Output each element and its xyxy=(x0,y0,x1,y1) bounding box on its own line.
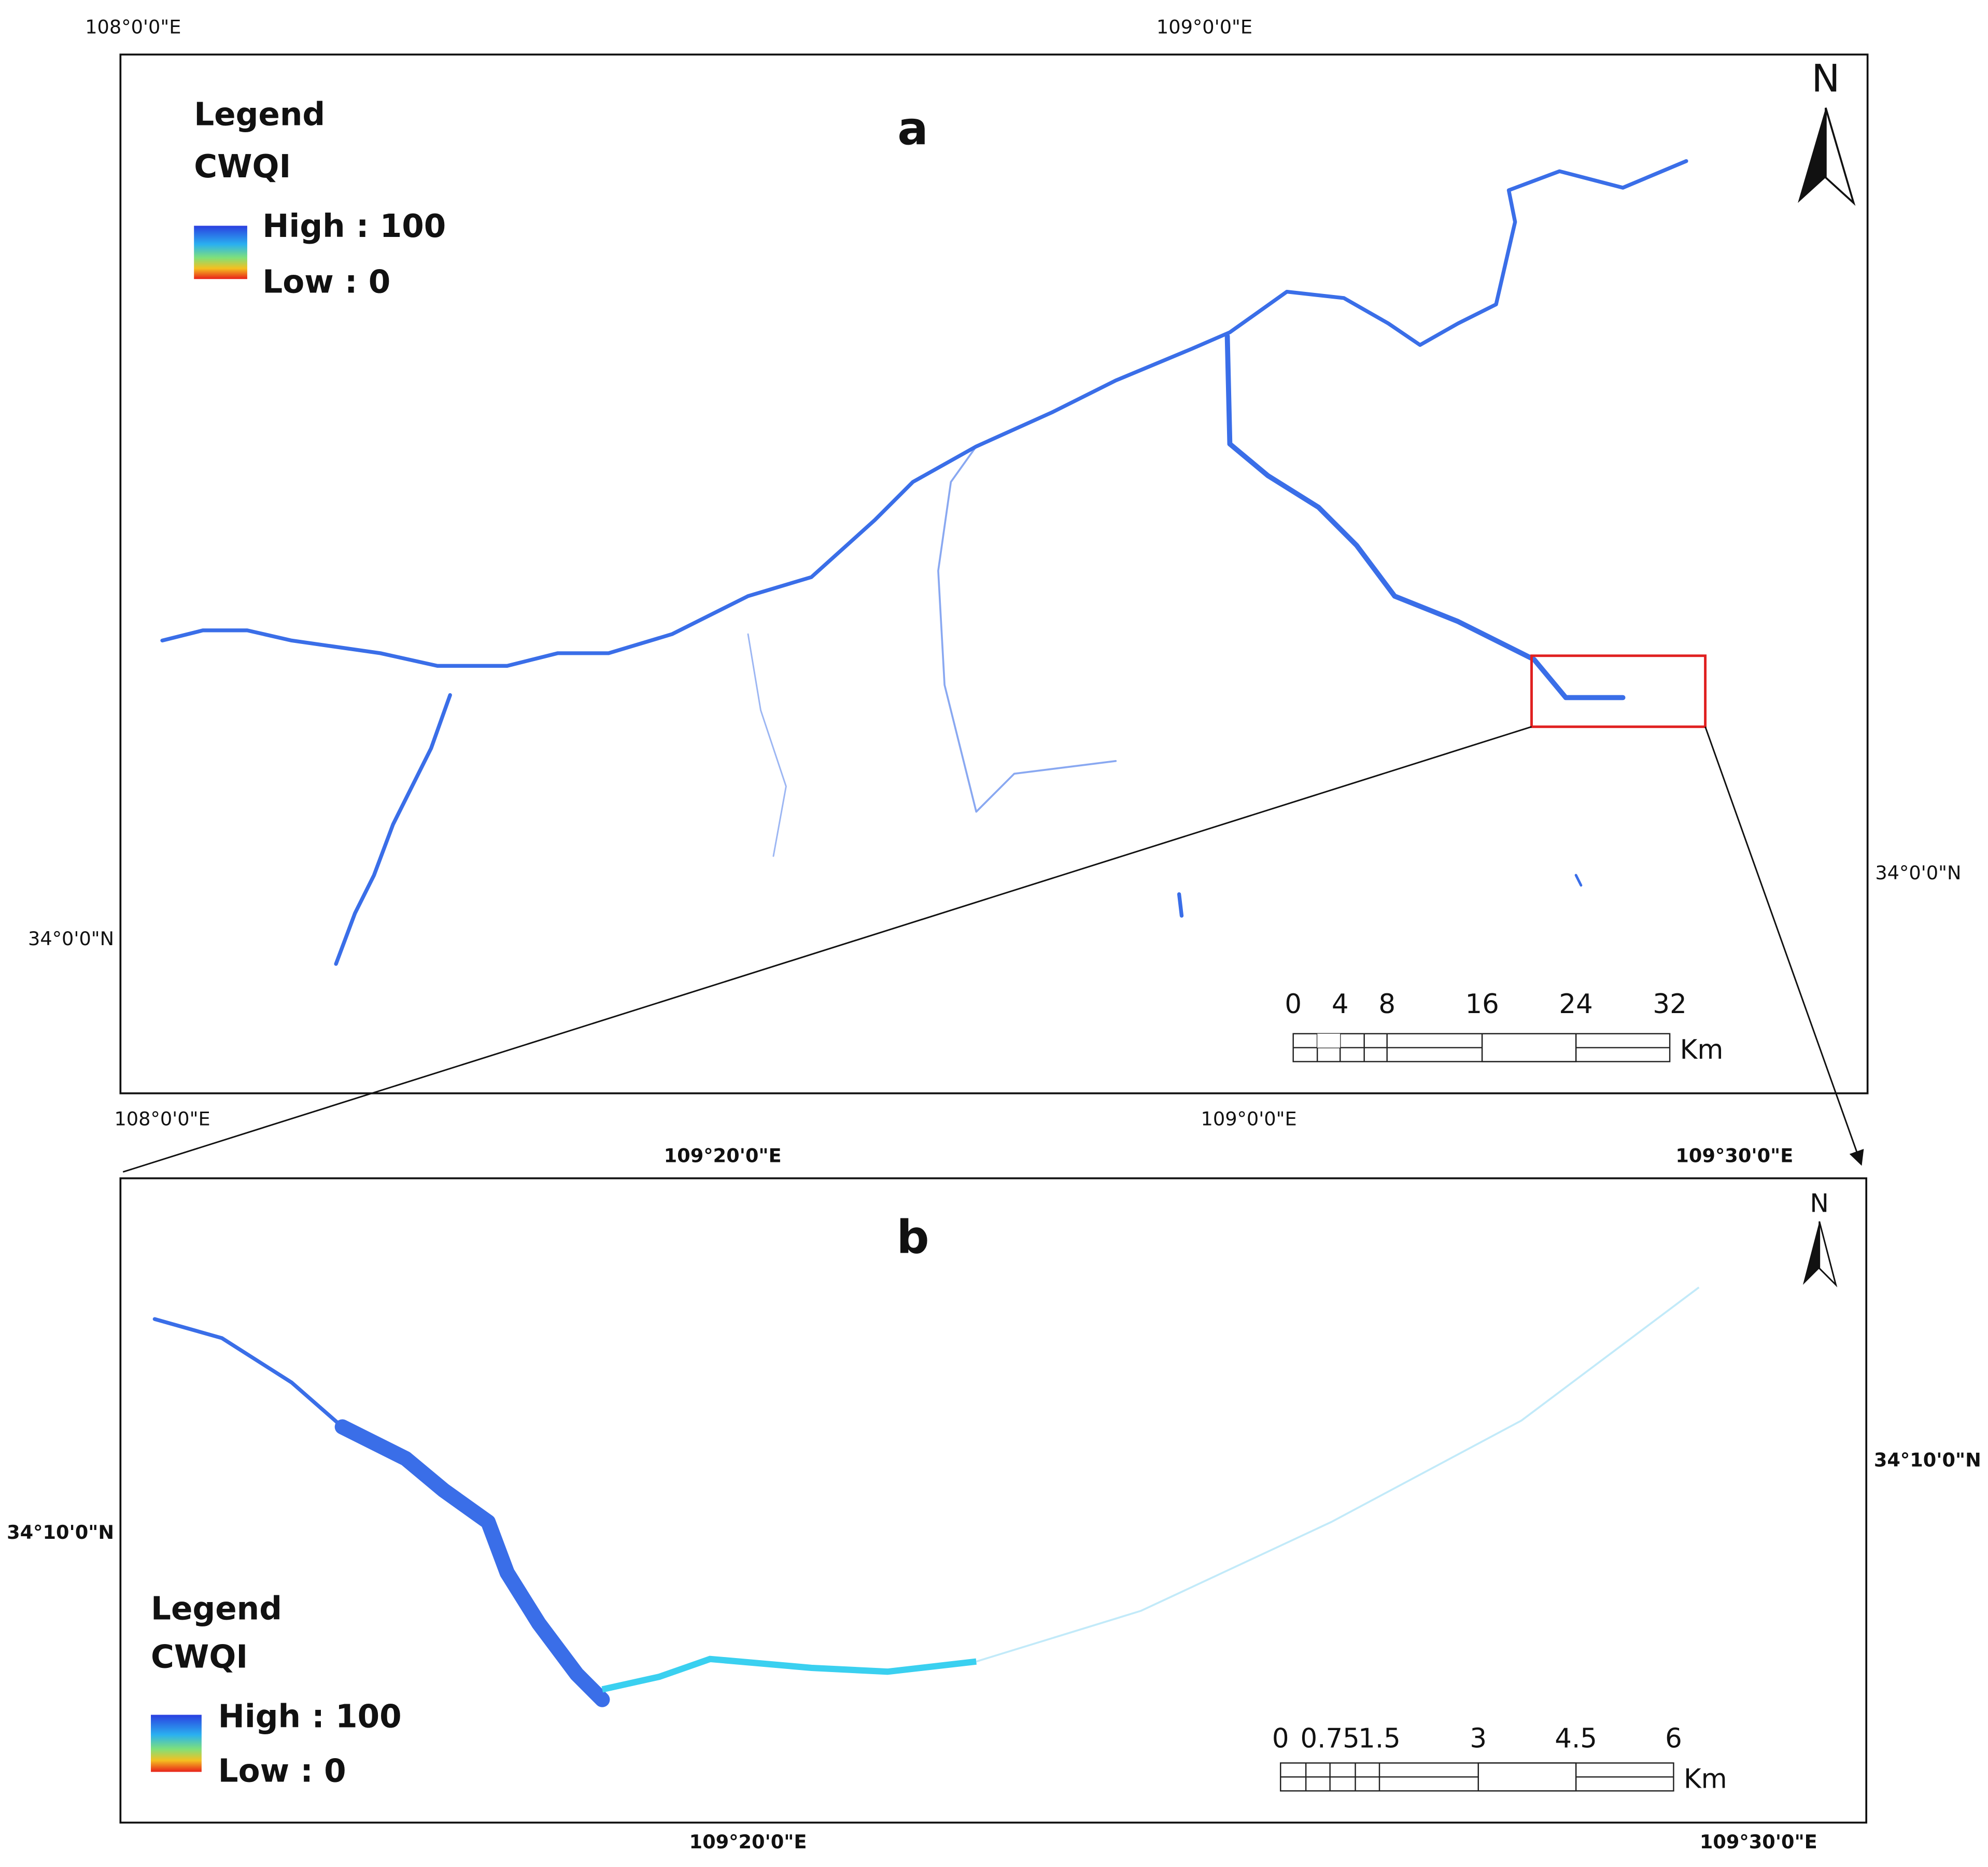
rivers xyxy=(160,159,1688,966)
rivers xyxy=(152,1286,1700,1707)
lon-label: 108°0'0"E xyxy=(114,1108,210,1130)
legend-title: Legend xyxy=(194,96,325,133)
legend-field: CWQI xyxy=(151,1638,248,1675)
panel-b: b Legend CWQI High : 100 Low : 0 109°20'… xyxy=(7,1145,1981,1853)
lon-label: 109°30'0"E xyxy=(1700,1831,1817,1853)
legend-low: Low : 0 xyxy=(218,1753,346,1790)
lat-label: 34°10'0"N xyxy=(7,1521,114,1543)
scale-label: 8 xyxy=(1378,989,1395,1020)
scale-bar: 0 0.75 1.5 3 4.5 6 Km xyxy=(1272,1723,1727,1794)
scale-bar: 0 4 8 16 24 32 Km xyxy=(1285,989,1723,1065)
lon-label: 109°30'0"E xyxy=(1675,1145,1793,1167)
panel-label: b xyxy=(896,1210,929,1264)
lon-label: 109°20'0"E xyxy=(664,1145,782,1167)
scale-unit: Km xyxy=(1684,1764,1727,1795)
legend-high: High : 100 xyxy=(262,208,446,245)
scale-label: 4 xyxy=(1332,989,1349,1020)
north-arrow: N xyxy=(1802,1189,1838,1287)
legend-ramp xyxy=(151,1715,202,1772)
scale-label: 24 xyxy=(1559,989,1592,1020)
map-frame xyxy=(119,53,1869,1094)
north-label: N xyxy=(1811,57,1840,101)
lon-label: 109°0'0"E xyxy=(1157,16,1252,38)
lon-label: 109°20'0"E xyxy=(689,1831,807,1853)
legend-low: Low : 0 xyxy=(262,264,390,301)
lon-label: 109°0'0"E xyxy=(1201,1108,1297,1130)
lat-label: 34°0'0"N xyxy=(1875,862,1961,884)
legend-ramp xyxy=(194,226,247,279)
north-arrow: N xyxy=(1798,57,1856,206)
legend-field: CWQI xyxy=(194,148,291,185)
zoom-box xyxy=(1530,654,1707,728)
panel-a: a Legend CWQI High : 100 Low : 0 108°0'0… xyxy=(28,16,1961,1130)
scale-label: 6 xyxy=(1665,1723,1682,1754)
scale-label: 32 xyxy=(1653,989,1686,1020)
scale-unit: Km xyxy=(1680,1034,1724,1065)
north-label: N xyxy=(1810,1189,1829,1218)
scale-label: 1.5 xyxy=(1358,1723,1401,1754)
lon-label: 108°0'0"E xyxy=(85,16,181,38)
legend-high: High : 100 xyxy=(218,1698,402,1735)
scale-label: 4.5 xyxy=(1555,1723,1597,1754)
lat-label: 34°10'0"N xyxy=(1874,1449,1981,1471)
scale-label: 0 xyxy=(1285,989,1302,1020)
map-frame xyxy=(119,1177,1868,1824)
scale-label: 3 xyxy=(1470,1723,1487,1754)
panel-label: a xyxy=(897,102,928,155)
scale-label: 0 xyxy=(1272,1723,1289,1754)
legend-title: Legend xyxy=(151,1590,282,1627)
scale-label: 0.75 xyxy=(1300,1723,1359,1754)
lat-label: 34°0'0"N xyxy=(28,928,114,950)
scale-label: 16 xyxy=(1465,989,1499,1020)
zoom-lines xyxy=(122,726,1861,1172)
